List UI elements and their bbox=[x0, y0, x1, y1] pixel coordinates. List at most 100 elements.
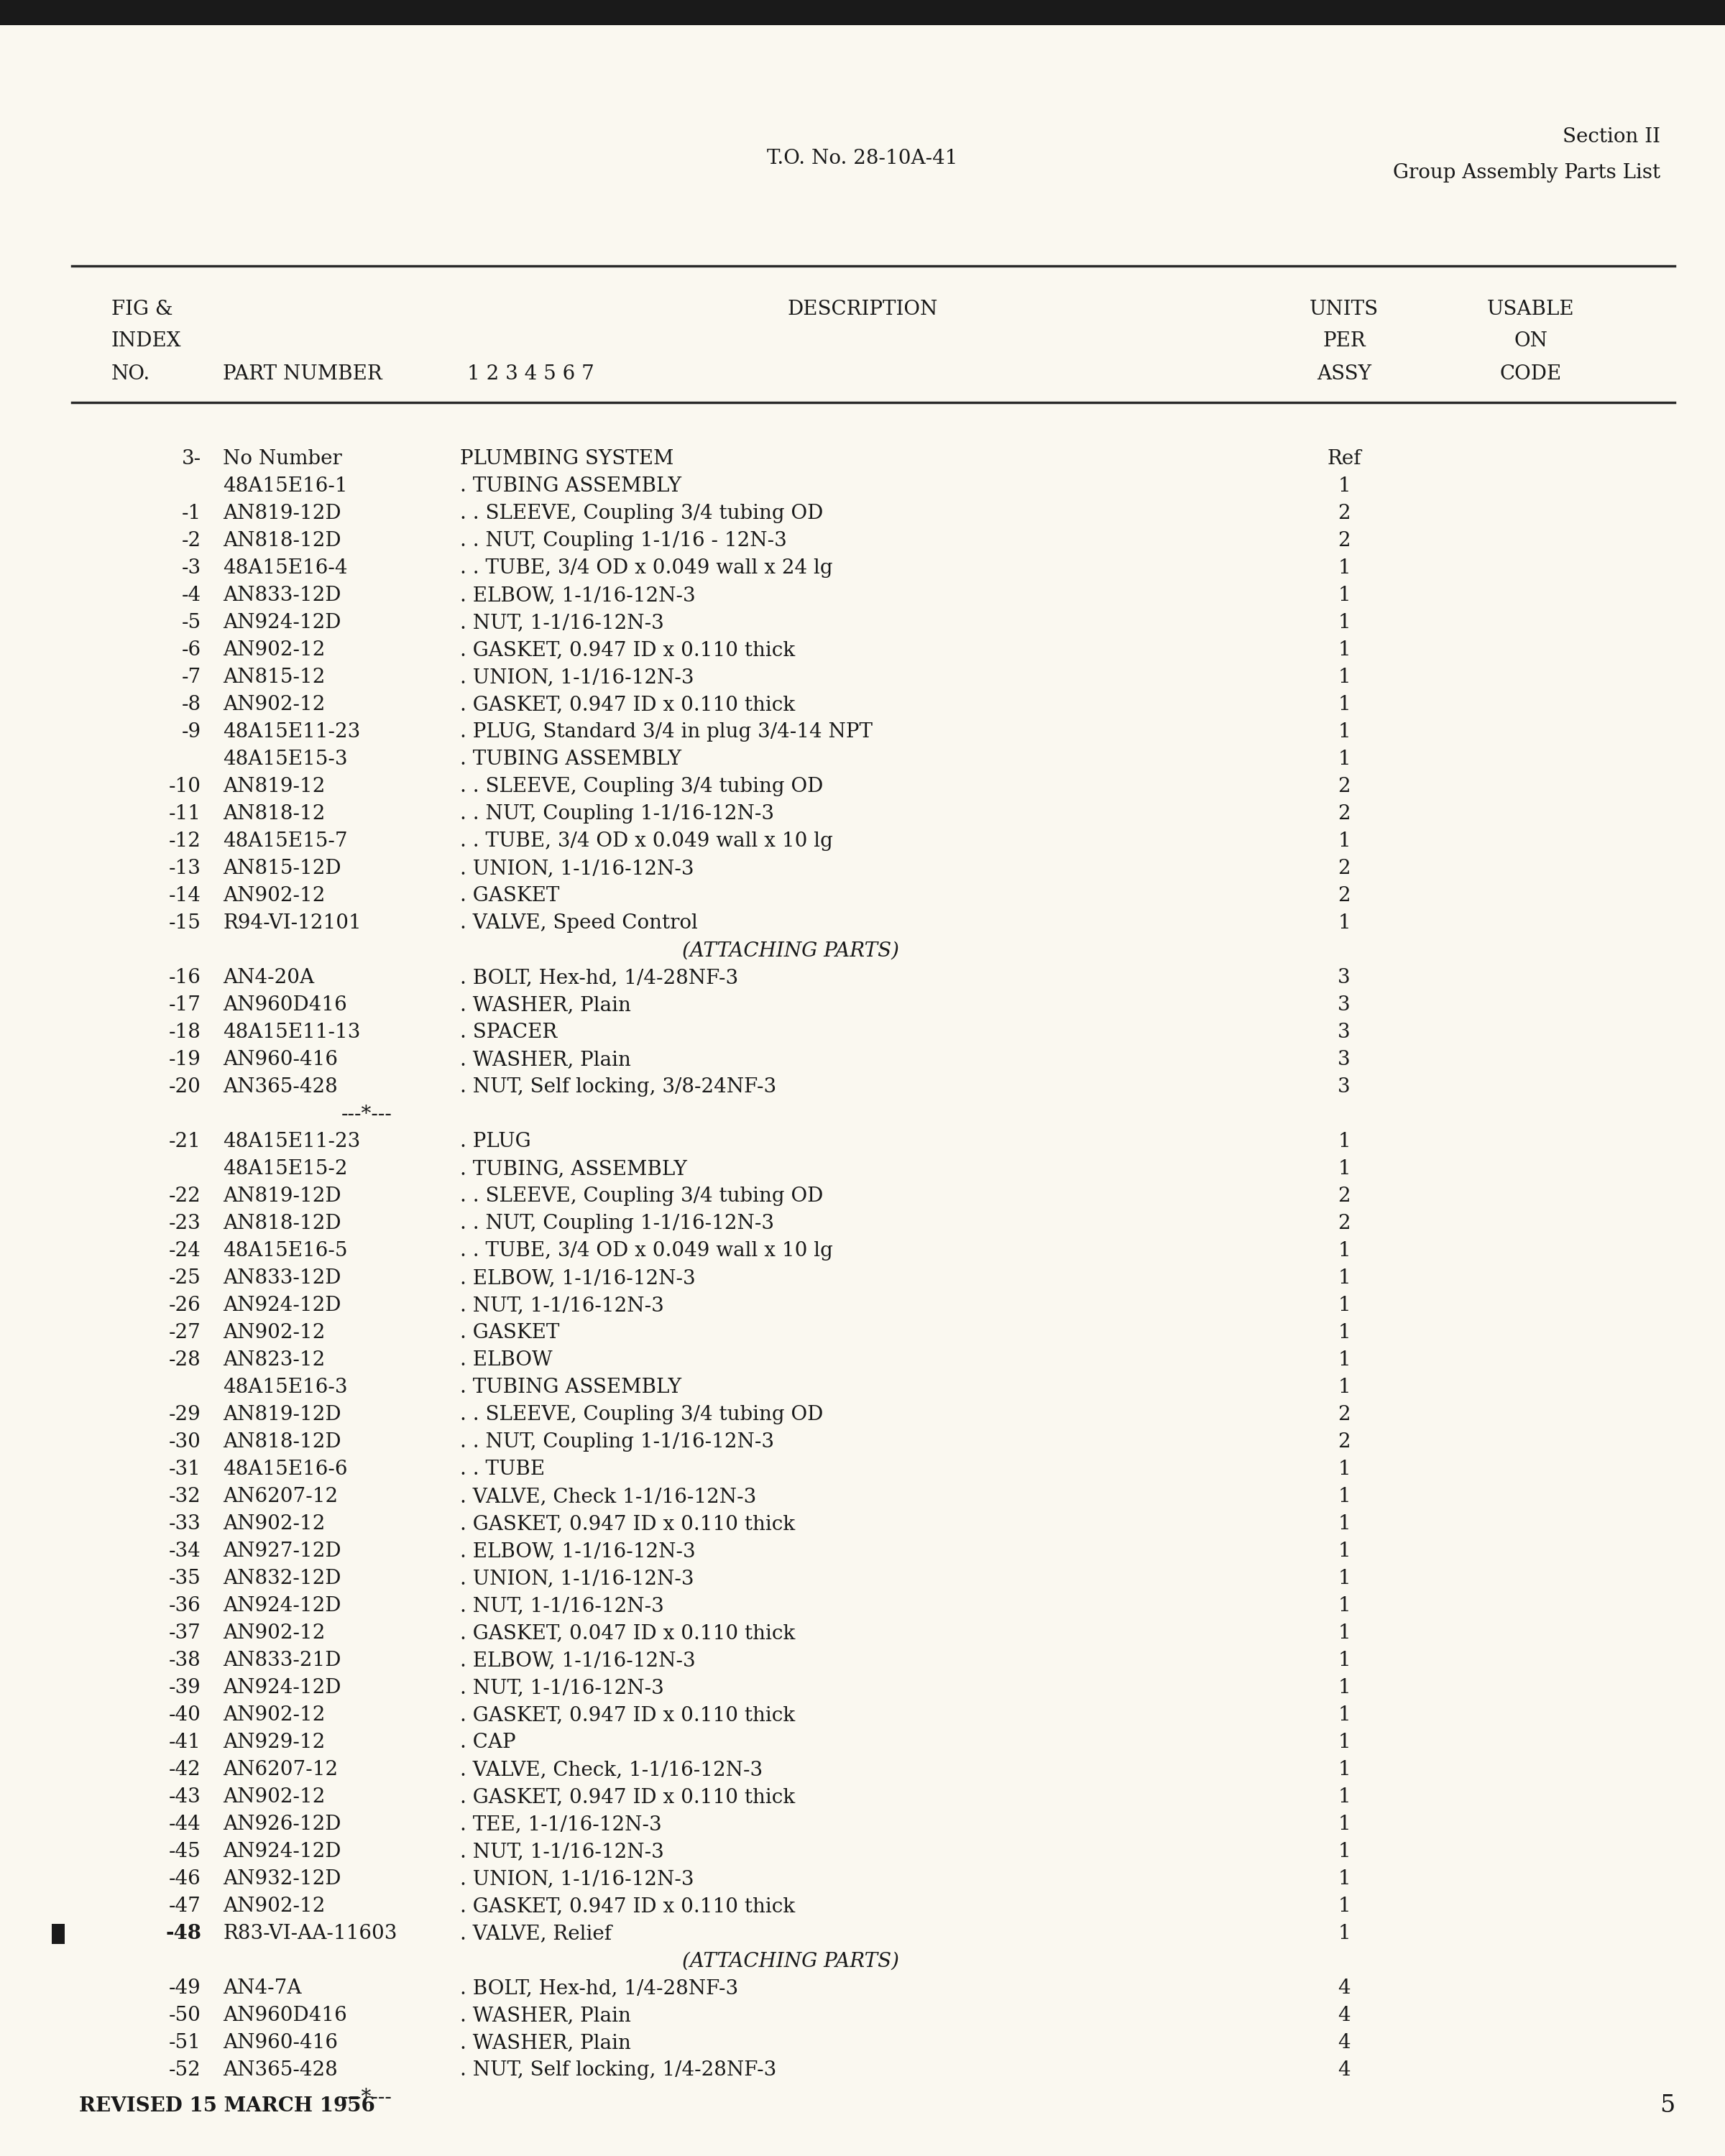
Text: -7: -7 bbox=[181, 668, 202, 688]
Text: AN924-12D: AN924-12D bbox=[223, 1841, 342, 1863]
Text: 1: 1 bbox=[1337, 1242, 1351, 1261]
Text: . PLUG, Standard 3/4 in plug 3/4-14 NPT: . PLUG, Standard 3/4 in plug 3/4-14 NPT bbox=[461, 722, 873, 742]
Text: 48A15E16-6: 48A15E16-6 bbox=[223, 1460, 347, 1479]
Text: -49: -49 bbox=[169, 1979, 202, 1999]
Text: -13: -13 bbox=[169, 858, 202, 880]
Text: AN929-12: AN929-12 bbox=[223, 1733, 324, 1753]
Text: -6: -6 bbox=[181, 640, 202, 660]
Text: . . SLEEVE, Coupling 3/4 tubing OD: . . SLEEVE, Coupling 3/4 tubing OD bbox=[461, 505, 823, 524]
Text: . GASKET, 0.947 ID x 0.110 thick: . GASKET, 0.947 ID x 0.110 thick bbox=[461, 694, 795, 716]
Text: . ELBOW, 1-1/16-12N-3: . ELBOW, 1-1/16-12N-3 bbox=[461, 1268, 695, 1289]
Text: AN819-12D: AN819-12D bbox=[223, 1186, 342, 1207]
Text: -16: -16 bbox=[169, 968, 202, 987]
Text: 1: 1 bbox=[1337, 832, 1351, 852]
Text: 48A15E16-4: 48A15E16-4 bbox=[223, 558, 347, 578]
Text: -32: -32 bbox=[169, 1488, 202, 1507]
Text: . . TUBE, 3/4 OD x 0.049 wall x 24 lg: . . TUBE, 3/4 OD x 0.049 wall x 24 lg bbox=[461, 558, 833, 578]
Text: . WASHER, Plain: . WASHER, Plain bbox=[461, 996, 631, 1015]
Text: 1: 1 bbox=[1337, 1514, 1351, 1535]
Text: -41: -41 bbox=[169, 1733, 202, 1753]
Text: -19: -19 bbox=[169, 1050, 202, 1069]
Text: 3: 3 bbox=[1337, 1050, 1351, 1069]
Text: AN924-12D: AN924-12D bbox=[223, 1677, 342, 1699]
Text: USABLE: USABLE bbox=[1487, 300, 1575, 319]
Text: AN960-416: AN960-416 bbox=[223, 1050, 338, 1069]
Text: -9: -9 bbox=[181, 722, 202, 742]
Text: 2: 2 bbox=[1337, 858, 1351, 880]
Text: . ELBOW, 1-1/16-12N-3: . ELBOW, 1-1/16-12N-3 bbox=[461, 1542, 695, 1561]
Text: AN815-12D: AN815-12D bbox=[223, 858, 342, 880]
Text: -35: -35 bbox=[169, 1570, 202, 1589]
Text: -46: -46 bbox=[169, 1869, 202, 1889]
Text: 48A15E11-23: 48A15E11-23 bbox=[223, 722, 361, 742]
Text: -5: -5 bbox=[181, 612, 202, 634]
Text: AN960D416: AN960D416 bbox=[223, 2005, 347, 2027]
Text: -8: -8 bbox=[181, 694, 202, 716]
Text: -40: -40 bbox=[169, 1705, 202, 1725]
Text: . GASKET, 0.947 ID x 0.110 thick: . GASKET, 0.947 ID x 0.110 thick bbox=[461, 1787, 795, 1807]
Text: R83-VI-AA-11603: R83-VI-AA-11603 bbox=[223, 1923, 397, 1945]
Text: -2: -2 bbox=[181, 533, 202, 552]
Text: T.O. No. 28-10A-41: T.O. No. 28-10A-41 bbox=[768, 149, 957, 168]
Text: Section II: Section II bbox=[1563, 127, 1659, 147]
Text: 48A15E15-2: 48A15E15-2 bbox=[223, 1160, 347, 1179]
Text: -18: -18 bbox=[169, 1024, 202, 1044]
Text: AN902-12: AN902-12 bbox=[223, 640, 324, 660]
Text: AN902-12: AN902-12 bbox=[223, 1787, 324, 1807]
Text: 48A15E15-7: 48A15E15-7 bbox=[223, 832, 348, 852]
Text: PART NUMBER: PART NUMBER bbox=[223, 364, 383, 384]
Text: -43: -43 bbox=[169, 1787, 202, 1807]
Text: -36: -36 bbox=[169, 1595, 202, 1617]
Text: . TUBING ASSEMBLY: . TUBING ASSEMBLY bbox=[461, 1378, 681, 1397]
Text: 1: 1 bbox=[1337, 914, 1351, 934]
Text: -10: -10 bbox=[169, 778, 202, 798]
Text: 1: 1 bbox=[1337, 1160, 1351, 1179]
Text: . . NUT, Coupling 1-1/16 - 12N-3: . . NUT, Coupling 1-1/16 - 12N-3 bbox=[461, 533, 787, 552]
Text: -1: -1 bbox=[181, 505, 202, 524]
Text: 3: 3 bbox=[1337, 1078, 1351, 1097]
Text: -27: -27 bbox=[169, 1324, 202, 1343]
Text: 1: 1 bbox=[1337, 1268, 1351, 1289]
Text: . SPACER: . SPACER bbox=[461, 1024, 557, 1044]
Text: AN818-12D: AN818-12D bbox=[223, 533, 342, 552]
Text: -37: -37 bbox=[169, 1623, 202, 1643]
Text: R94-VI-12101: R94-VI-12101 bbox=[223, 914, 361, 934]
Text: 4: 4 bbox=[1337, 1979, 1351, 1999]
Text: -30: -30 bbox=[169, 1434, 202, 1453]
Text: . GASKET: . GASKET bbox=[461, 1324, 559, 1343]
Text: AN365-428: AN365-428 bbox=[223, 1078, 338, 1097]
Text: 2: 2 bbox=[1337, 778, 1351, 798]
Text: -38: -38 bbox=[169, 1651, 202, 1671]
Text: 1: 1 bbox=[1337, 1595, 1351, 1617]
Text: 48A15E15-3: 48A15E15-3 bbox=[223, 750, 347, 770]
Text: . TUBING ASSEMBLY: . TUBING ASSEMBLY bbox=[461, 476, 681, 496]
Text: -15: -15 bbox=[169, 914, 202, 934]
Text: . VALVE, Check 1-1/16-12N-3: . VALVE, Check 1-1/16-12N-3 bbox=[461, 1488, 756, 1507]
Text: . VALVE, Relief: . VALVE, Relief bbox=[461, 1923, 612, 1945]
Text: PER: PER bbox=[1323, 332, 1366, 351]
Text: . GASKET, 0.047 ID x 0.110 thick: . GASKET, 0.047 ID x 0.110 thick bbox=[461, 1623, 795, 1643]
Text: AN902-12: AN902-12 bbox=[223, 1514, 324, 1535]
Text: . PLUG: . PLUG bbox=[461, 1132, 531, 1151]
Text: . GASKET, 0.947 ID x 0.110 thick: . GASKET, 0.947 ID x 0.110 thick bbox=[461, 1897, 795, 1917]
Text: . BOLT, Hex-hd, 1/4-28NF-3: . BOLT, Hex-hd, 1/4-28NF-3 bbox=[461, 968, 738, 987]
Text: 48A15E16-5: 48A15E16-5 bbox=[223, 1242, 347, 1261]
Text: AN932-12D: AN932-12D bbox=[223, 1869, 342, 1889]
Text: 1: 1 bbox=[1337, 476, 1351, 496]
Text: ---*---: ---*--- bbox=[342, 2087, 392, 2109]
Text: . GASKET, 0.947 ID x 0.110 thick: . GASKET, 0.947 ID x 0.110 thick bbox=[461, 640, 795, 660]
Text: 1: 1 bbox=[1337, 1132, 1351, 1151]
Text: AN823-12: AN823-12 bbox=[223, 1350, 324, 1371]
Text: 4: 4 bbox=[1337, 2033, 1351, 2053]
Text: AN6207-12: AN6207-12 bbox=[223, 1759, 338, 1781]
Text: 48A15E11-13: 48A15E11-13 bbox=[223, 1024, 361, 1044]
Text: AN926-12D: AN926-12D bbox=[223, 1815, 342, 1835]
Text: -31: -31 bbox=[169, 1460, 202, 1479]
Text: Group Assembly Parts List: Group Assembly Parts List bbox=[1392, 164, 1659, 183]
Text: (ATTACHING PARTS): (ATTACHING PARTS) bbox=[681, 1951, 899, 1971]
Text: AN902-12: AN902-12 bbox=[223, 1705, 324, 1725]
Text: 1: 1 bbox=[1337, 1378, 1351, 1397]
Text: -25: -25 bbox=[169, 1268, 202, 1289]
Text: AN832-12D: AN832-12D bbox=[223, 1570, 342, 1589]
Text: . NUT, 1-1/16-12N-3: . NUT, 1-1/16-12N-3 bbox=[461, 1677, 664, 1699]
